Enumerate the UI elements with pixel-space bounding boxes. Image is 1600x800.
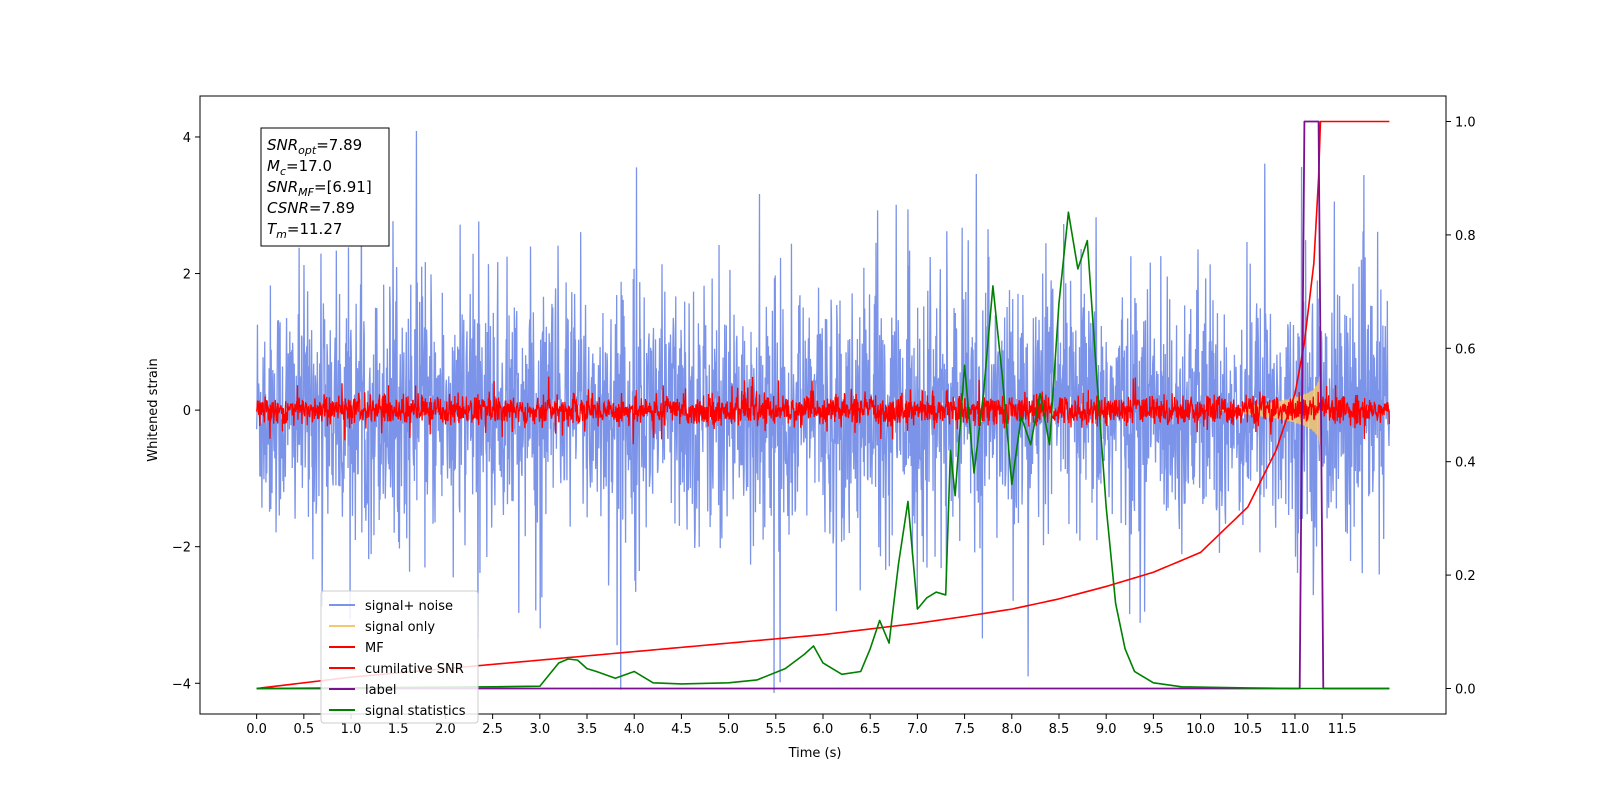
x-tick-label: 10.0 — [1186, 722, 1215, 737]
y-tick-label: −4 — [172, 677, 191, 692]
legend-frame — [320, 590, 479, 724]
y-tick-label: 0 — [183, 404, 191, 419]
x-tick-label: 6.5 — [860, 722, 881, 737]
y2-tick-label: 0.8 — [1455, 229, 1476, 244]
y-tick-label: −2 — [172, 541, 191, 556]
annotation-line: SNRMF=[6.91] — [267, 178, 372, 199]
y-tick-label: 2 — [183, 268, 191, 283]
axes-layer: 0.0 0.5 1.0 1.5 2.0 2.5 3.0 3.5 4.0 4.5 5.0 5.5 6.0 6… — [172, 95, 1476, 737]
x-tick-label: 4.0 — [624, 722, 645, 737]
annotation-line: CSNR=7.89 — [267, 199, 355, 217]
x-tick-label: 10.5 — [1233, 722, 1262, 737]
x-tick-label: 7.0 — [907, 722, 928, 737]
x-tick-label: 2.5 — [482, 722, 503, 737]
y-axis-label: Whitened strain — [146, 358, 161, 461]
series-signal-statistics — [256, 211, 1390, 690]
legend: signal+ noise signal only MF cumilative SNR… — [320, 590, 479, 724]
x-tick-label: 3.0 — [529, 722, 550, 737]
y2-tick-label: 0.0 — [1455, 682, 1476, 697]
legend-label: signal statistics — [365, 704, 466, 719]
y2-tick-label: 0.2 — [1455, 569, 1476, 584]
x-tick-label: 9.0 — [1096, 722, 1117, 737]
series-layer — [255, 120, 1391, 693]
x-axis-label: Time (s) — [788, 746, 842, 761]
y2-tick-label: 0.4 — [1455, 456, 1476, 471]
legend-label: signal only — [365, 620, 435, 635]
x-tick-label: 4.5 — [671, 722, 692, 737]
x-tick-label: 11.5 — [1328, 722, 1357, 737]
x-tick-label: 0.5 — [293, 722, 314, 737]
x-tick-label: 8.0 — [1001, 722, 1022, 737]
x-tick-label: 6.0 — [813, 722, 834, 737]
annotation-frame — [260, 127, 390, 247]
y-tick-label: 4 — [183, 131, 191, 146]
x-tick-label: 8.5 — [1049, 722, 1070, 737]
y2-tick-label: 1.0 — [1455, 116, 1476, 131]
x-tick-label: 7.5 — [954, 722, 975, 737]
series-cumulative-snr — [256, 120, 1390, 690]
annotation-line: Mc=17.0 — [267, 157, 332, 178]
annotation-line: Tm=11.27 — [267, 220, 342, 241]
legend-label: label — [365, 683, 396, 698]
legend-label: signal+ noise — [365, 599, 453, 614]
legend-label: MF — [365, 641, 384, 656]
series-mf — [255, 376, 1391, 445]
x-tick-label: 5.5 — [765, 722, 786, 737]
y2-tick-label: 0.6 — [1455, 342, 1476, 357]
x-tick-label: 1.0 — [341, 722, 362, 737]
x-tick-label: 0.0 — [246, 722, 267, 737]
legend-label: cumilative SNR — [365, 662, 464, 677]
x-tick-label: 1.5 — [388, 722, 409, 737]
annotation-line: SNRopt=7.89 — [267, 136, 362, 157]
x-tick-label: 2.0 — [435, 722, 456, 737]
x-tick-label: 3.5 — [577, 722, 598, 737]
x-tick-label: 5.0 — [718, 722, 739, 737]
x-tick-label: 9.5 — [1143, 722, 1164, 737]
series-signal-noise — [255, 131, 1391, 693]
x-tick-label: 11.0 — [1280, 722, 1309, 737]
